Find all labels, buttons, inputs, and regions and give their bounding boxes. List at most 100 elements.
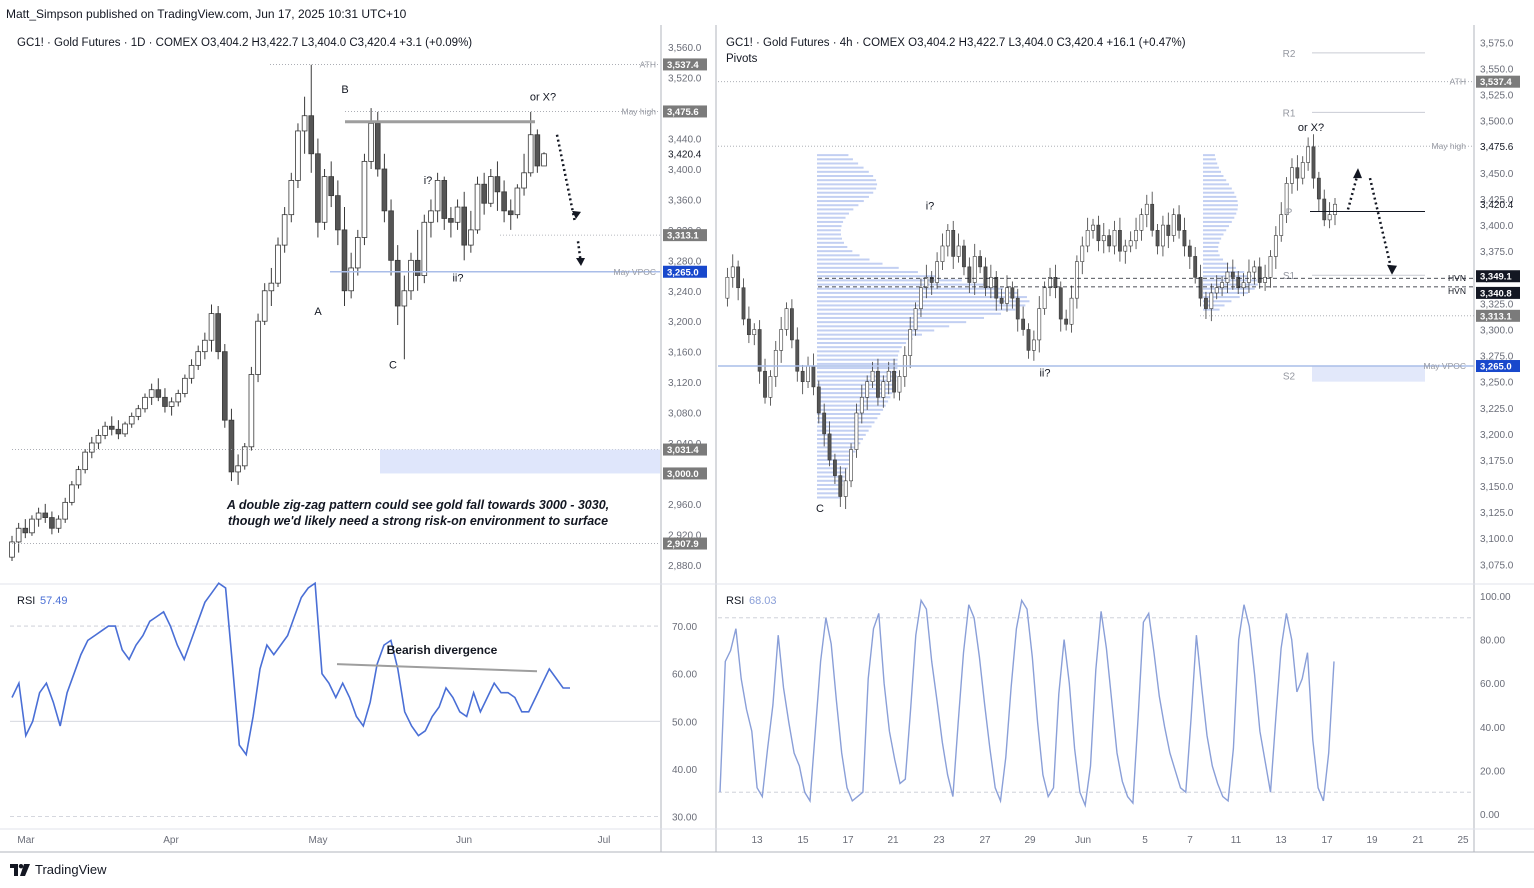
volume-bar: [817, 216, 846, 219]
volume-bar: [1203, 287, 1255, 290]
candle-body: [1273, 235, 1278, 257]
volume-bar: [817, 191, 874, 194]
price-badge: [1476, 286, 1520, 299]
rsi-tick: 100.00: [1480, 592, 1511, 603]
candle-body: [870, 370, 875, 382]
volume-bar: [817, 158, 853, 161]
y-tick-label: 3,500.0: [1480, 117, 1514, 128]
y-tick-label: 3,120.0: [668, 378, 702, 389]
candle-body: [892, 370, 896, 393]
candle-body: [9, 541, 15, 558]
candle-body: [784, 308, 789, 330]
price-badge-text: 3,537.4: [1480, 77, 1512, 88]
candle-body: [935, 261, 939, 283]
volume-bar: [817, 400, 889, 403]
y-tick-label: 2,960.0: [668, 500, 702, 511]
candle-body: [1187, 245, 1192, 257]
volume-bar: [817, 492, 841, 495]
volume-bar: [1203, 154, 1215, 157]
candle-body: [1193, 256, 1198, 278]
candle-body: [994, 276, 999, 299]
volume-bar: [817, 325, 950, 328]
y-tick-label: 3,525.0: [1480, 91, 1514, 102]
rsi-tick: 40.00: [1480, 723, 1505, 734]
price-badge: [1476, 309, 1520, 322]
candle-body: [221, 351, 228, 421]
candle-body: [441, 180, 448, 219]
price-label: 3,475.6: [1480, 142, 1514, 153]
candle-body: [95, 434, 102, 444]
y-tick-label: 3,425.0: [1480, 195, 1514, 206]
candle-body: [69, 484, 75, 503]
candle-body: [381, 168, 388, 212]
volume-bar: [817, 467, 848, 470]
rsi-tick: 40.00: [672, 765, 697, 776]
candle-body: [790, 308, 794, 341]
volume-bar: [817, 220, 844, 223]
volume-bar: [817, 241, 844, 244]
volume-bar: [817, 300, 1030, 303]
volume-bar: [1203, 266, 1236, 269]
rsi-tick: 50.00: [672, 717, 697, 728]
volume-bar: [817, 371, 898, 374]
x-tick-label: 23: [933, 835, 945, 846]
x-tick-label: 27: [979, 835, 991, 846]
rsi-tick: 80.00: [1480, 636, 1505, 647]
right-chart-title: GC1! · Gold Futures · 4h · COMEX O3,404.…: [726, 37, 1186, 49]
volume-bar: [817, 225, 842, 228]
candle-body: [1214, 287, 1219, 294]
price-badge-text: 3,313.1: [1480, 311, 1512, 322]
candle-body: [55, 518, 62, 529]
volume-bar: [1203, 304, 1225, 307]
price-badge: [663, 105, 707, 118]
volume-bar: [817, 387, 894, 390]
candle-body: [428, 210, 434, 223]
volume-bar: [817, 312, 1002, 315]
volume-bar: [817, 421, 875, 424]
volume-bar: [1203, 162, 1218, 165]
tradingview-brand[interactable]: TradingView: [10, 862, 107, 877]
price-badge-text: 3,349.1: [1480, 272, 1512, 283]
x-tick-label: Mar: [17, 835, 35, 846]
candle-body: [962, 245, 966, 268]
candle-body: [1316, 177, 1321, 200]
volume-bar: [817, 200, 864, 203]
candle-body: [779, 329, 784, 351]
candle-body: [1069, 297, 1074, 325]
candle-body: [261, 290, 268, 322]
volume-bar: [1203, 166, 1219, 169]
rsi-tick: 30.00: [672, 812, 697, 823]
y-tick-label: 3,360.0: [668, 195, 702, 206]
candle-body: [1144, 203, 1149, 215]
candle-body: [1166, 224, 1171, 236]
price-badge: [1476, 360, 1520, 373]
candle-body: [228, 419, 235, 473]
volume-bar: [817, 179, 877, 182]
volume-bar: [817, 212, 849, 215]
candle-body: [919, 287, 923, 309]
y-tick-label: 3,520.0: [668, 74, 702, 85]
candle-body: [348, 267, 354, 292]
level-label: ATH: [1450, 77, 1466, 87]
rsi-title-right: RSI: [726, 595, 744, 607]
projection-arrow: [1368, 177, 1394, 273]
x-tick-label: 21: [1412, 835, 1424, 846]
volume-bar: [1203, 245, 1219, 248]
volume-bar: [817, 362, 898, 365]
wave-label: ii?: [1039, 367, 1050, 379]
right-levels: ATH 3,537.4 May high 3,475.6 3,420.4 HVN 3,349…: [718, 75, 1520, 373]
x-tick-label: 5: [1142, 835, 1148, 846]
candle-body: [827, 433, 832, 461]
candle-body: [908, 329, 913, 356]
candle-body: [1026, 329, 1031, 351]
candle-body: [897, 376, 902, 393]
candle-body: [822, 412, 827, 435]
candle-body: [461, 206, 467, 246]
y-tick-label: 3,450.0: [1480, 169, 1514, 180]
pivot-label: S2: [1283, 371, 1296, 382]
candle-body: [215, 313, 221, 353]
y-tick-label: 3,560.0: [668, 43, 702, 54]
volume-bar: [817, 417, 878, 420]
pivot-label: R1: [1283, 108, 1296, 119]
